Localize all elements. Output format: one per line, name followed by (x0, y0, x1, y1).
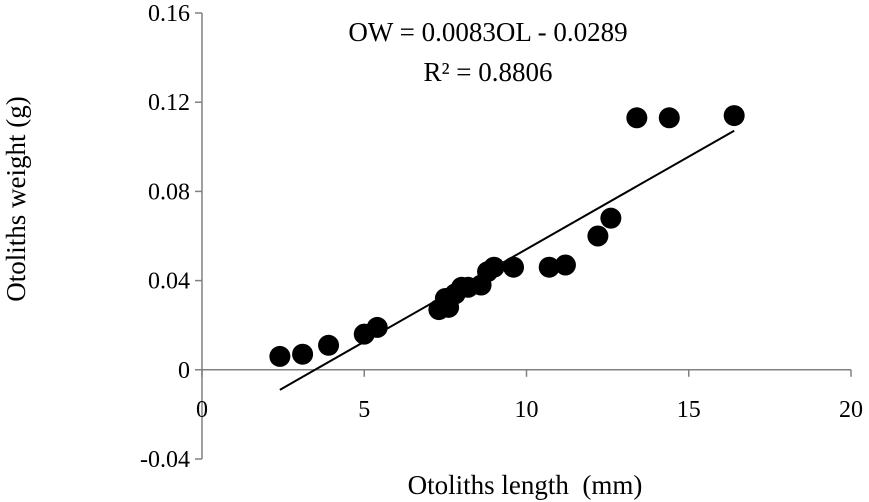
data-point (600, 207, 622, 229)
data-points (269, 105, 745, 367)
y-tick-label: 0.12 (148, 90, 190, 116)
x-tick-label: 5 (358, 397, 370, 423)
y-tick-labels: -0.04 0 0.04 0.08 0.12 0.16 (140, 1, 190, 473)
data-point (503, 256, 525, 278)
data-point (554, 254, 576, 276)
x-tick-labels: 0 5 10 15 20 (196, 397, 863, 423)
data-point (292, 343, 314, 365)
data-point (269, 345, 291, 367)
data-point (626, 107, 648, 129)
x-tick-label: 15 (677, 397, 701, 423)
y-tick-label: -0.04 (140, 447, 190, 473)
equation-label: OW = 0.0083OL - 0.0289 (348, 17, 627, 47)
y-tick-label: 0.04 (148, 269, 190, 295)
data-point (723, 105, 745, 127)
data-point (538, 256, 560, 278)
y-tick-label: 0.08 (148, 179, 190, 205)
y-axis-title: Otoliths weight (g) (1, 96, 31, 301)
axes (195, 12, 852, 460)
y-tick-label: 0.16 (148, 1, 190, 27)
data-point (483, 256, 505, 278)
data-point (658, 107, 680, 129)
x-tick-label: 10 (515, 397, 539, 423)
x-axis-title: Otoliths length (mm) (408, 470, 643, 500)
x-tick-label: 20 (839, 397, 863, 423)
data-point (318, 334, 340, 356)
x-tick-label: 0 (196, 397, 208, 423)
r-squared-label: R² = 0.8806 (423, 57, 552, 87)
y-tick-label: 0 (178, 358, 190, 384)
data-point (366, 316, 388, 338)
data-point (587, 225, 609, 247)
